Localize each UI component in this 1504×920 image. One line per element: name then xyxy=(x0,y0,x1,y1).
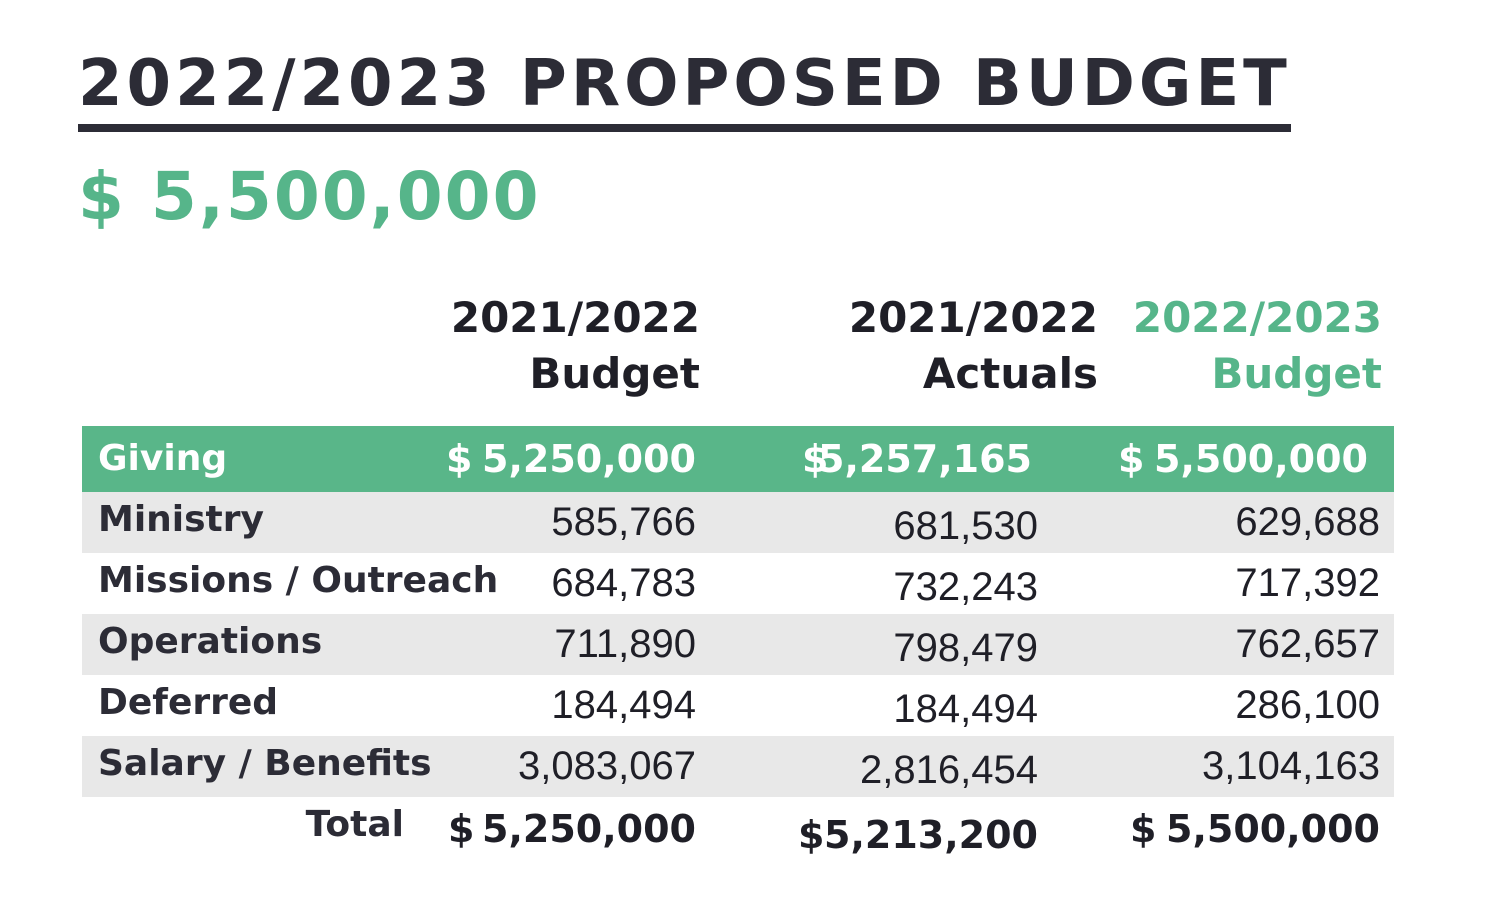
value-2021-2022-actuals: 681,530 xyxy=(893,504,1038,548)
row-label: Missions / Outreach xyxy=(98,560,499,601)
value-2022-2023-budget: 629,688 xyxy=(1235,500,1380,544)
value-2021-2022-actuals: 732,243 xyxy=(893,565,1038,609)
total-label: Total xyxy=(305,804,404,845)
table-row: Deferred 184,494 184,494 286,100 xyxy=(82,675,1394,736)
currency-symbol: $ xyxy=(802,437,829,481)
value-2022-2023-budget: 762,657 xyxy=(1235,622,1380,666)
giving-row: Giving $ 5,250,000 $ 5,257,165 $ 5,500,0… xyxy=(82,426,1394,492)
column-header-line1: 2021/2022 xyxy=(450,293,700,342)
value-2021-2022-budget: 3,083,067 xyxy=(518,744,696,788)
total-2021-2022-actuals: 5,213,200 xyxy=(824,813,1038,857)
table-row: Operations 711,890 798,479 762,657 xyxy=(82,614,1394,675)
value-2021-2022-actuals: 798,479 xyxy=(893,626,1038,670)
column-header-line2: Actuals xyxy=(922,349,1098,398)
table-row: Ministry 585,766 681,530 629,688 xyxy=(82,492,1394,553)
row-label: Giving xyxy=(98,438,228,479)
total-2021-2022-budget: 5,250,000 xyxy=(482,807,696,851)
value-2022-2023-budget: 717,392 xyxy=(1235,561,1380,605)
column-header-2022-2023-budget: 2022/2023 Budget xyxy=(1133,290,1382,402)
value-2022-2023-budget: 286,100 xyxy=(1235,683,1380,727)
proposed-total-amount: $ 5,500,000 xyxy=(78,158,541,235)
value-2021-2022-actuals: 5,257,165 xyxy=(818,437,1032,481)
column-header-line2: Budget xyxy=(529,349,700,398)
value-2021-2022-budget: 184,494 xyxy=(551,683,696,727)
value-2021-2022-budget: 711,890 xyxy=(554,622,696,666)
budget-table: Giving $ 5,250,000 $ 5,257,165 $ 5,500,0… xyxy=(82,426,1394,858)
total-2022-2023-budget: 5,500,000 xyxy=(1166,807,1380,851)
column-header-line1: 2022/2023 xyxy=(1132,293,1382,342)
table-row: Salary / Benefits 3,083,067 2,816,454 3,… xyxy=(82,736,1394,797)
page-title: 2022/2023 PROPOSED BUDGET xyxy=(78,44,1291,132)
row-label: Operations xyxy=(98,621,323,662)
currency-symbol: $ xyxy=(446,437,473,481)
column-header-2021-2022-budget: 2021/2022 Budget xyxy=(451,290,700,402)
column-header-line2: Budget xyxy=(1211,349,1382,398)
currency-symbol: $ xyxy=(448,807,475,851)
value-2021-2022-budget: 5,250,000 xyxy=(482,437,696,481)
total-row: Total $ 5,250,000 $ 5,213,200 $ 5,500,00… xyxy=(82,797,1394,858)
currency-symbol: $ xyxy=(1130,807,1157,851)
value-2021-2022-budget: 684,783 xyxy=(551,561,696,605)
value-2021-2022-actuals: 184,494 xyxy=(893,687,1038,731)
currency-symbol: $ xyxy=(1118,437,1145,481)
column-header-2021-2022-actuals: 2021/2022 Actuals xyxy=(849,290,1098,402)
value-2021-2022-budget: 585,766 xyxy=(551,500,696,544)
value-2022-2023-budget: 3,104,163 xyxy=(1202,744,1380,788)
table-row: Missions / Outreach 684,783 732,243 717,… xyxy=(82,553,1394,614)
value-2021-2022-actuals: 2,816,454 xyxy=(860,748,1038,792)
row-label: Deferred xyxy=(98,682,279,723)
value-2022-2023-budget: 5,500,000 xyxy=(1154,437,1368,481)
row-label: Ministry xyxy=(98,499,264,540)
currency-symbol: $ xyxy=(798,813,825,857)
column-header-line1: 2021/2022 xyxy=(848,293,1098,342)
row-label: Salary / Benefits xyxy=(98,743,432,784)
